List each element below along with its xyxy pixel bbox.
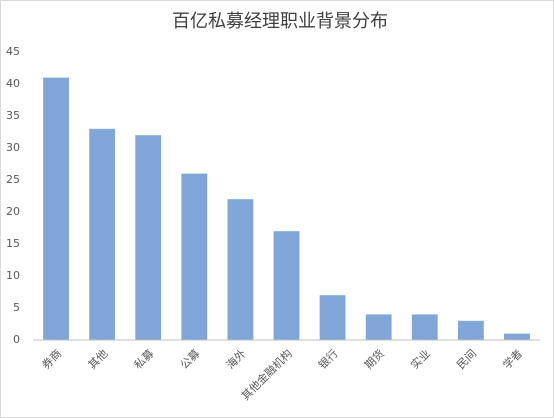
bar (227, 199, 254, 340)
y-tick-label: 15 (6, 237, 20, 250)
chart-title: 百亿私募经理职业背景分布 (172, 11, 388, 32)
y-tick-label: 30 (6, 141, 20, 154)
bar (43, 77, 69, 340)
bar (365, 314, 392, 340)
bar (457, 320, 484, 340)
y-tick-label: 5 (13, 301, 20, 314)
bar (89, 128, 116, 340)
y-tick-label: 20 (6, 205, 20, 218)
y-tick-label: 25 (6, 173, 20, 186)
y-tick-label: 45 (6, 45, 20, 58)
y-tick-label: 10 (6, 269, 20, 282)
y-tick-label: 35 (6, 109, 20, 122)
y-tick-label: 0 (13, 333, 20, 346)
bar (504, 333, 530, 340)
y-tick-label: 40 (6, 77, 20, 90)
bar (319, 295, 346, 340)
bar (135, 135, 162, 340)
bar (273, 231, 300, 340)
bar (411, 314, 438, 340)
bar (181, 173, 208, 340)
